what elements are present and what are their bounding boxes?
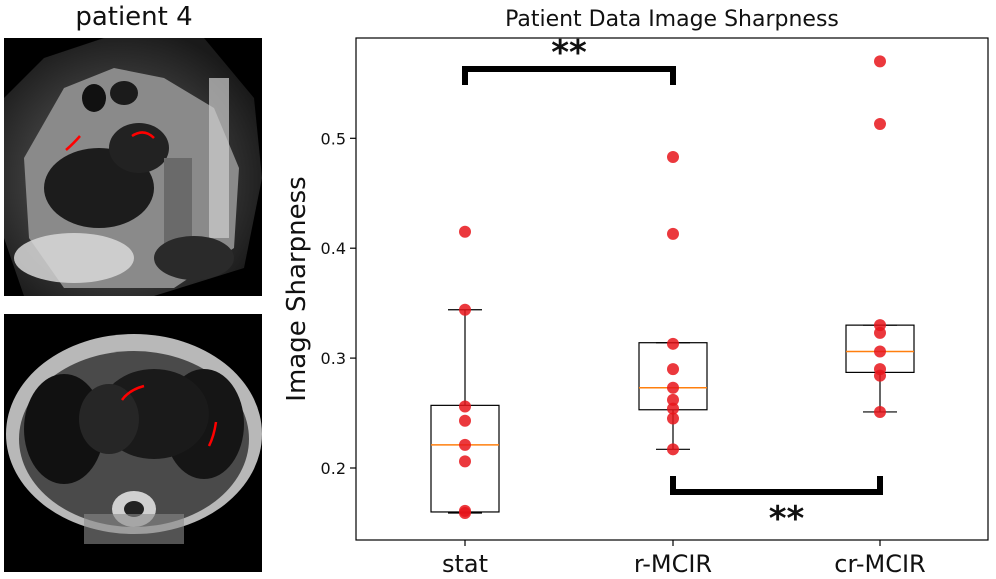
x-tick-label: r-MCIR [634,550,712,578]
data-point [459,414,471,427]
significance-label: ** [551,33,587,73]
data-point [667,150,679,163]
y-axis-label: Image Sharpness [282,176,312,401]
data-point [459,225,471,238]
data-point [459,303,471,316]
data-point [459,400,471,413]
y-tick-label: 0.4 [321,239,346,258]
data-point [459,438,471,451]
y-tick-label: 0.3 [321,349,346,368]
sagittal-mri-slice [4,38,262,296]
data-point [667,381,679,394]
data-point [667,337,679,350]
significance-bracket [670,476,883,495]
axial-mri-slice [4,314,262,572]
significance-bracket [462,66,676,85]
data-point [667,227,679,240]
chart-title: Patient Data Image Sharpness [505,7,839,32]
y-tick-label: 0.2 [321,459,346,478]
significance-label: ** [769,499,805,539]
data-point [874,369,886,382]
data-point [667,402,679,415]
data-point [459,507,471,520]
data-point [667,393,679,406]
data-point [874,55,886,68]
data-point [874,405,886,418]
x-tick-label: cr-MCIR [834,550,925,578]
y-tick-label: 0.5 [321,129,346,148]
data-point [459,455,471,468]
patient-label: patient 4 [75,2,193,32]
data-point [667,412,679,425]
data-point [874,118,886,131]
data-point [667,363,679,376]
plot-frame [355,37,989,541]
data-point [874,345,886,358]
x-tick-label: stat [442,550,488,578]
data-point [874,326,886,339]
data-point [667,443,679,456]
